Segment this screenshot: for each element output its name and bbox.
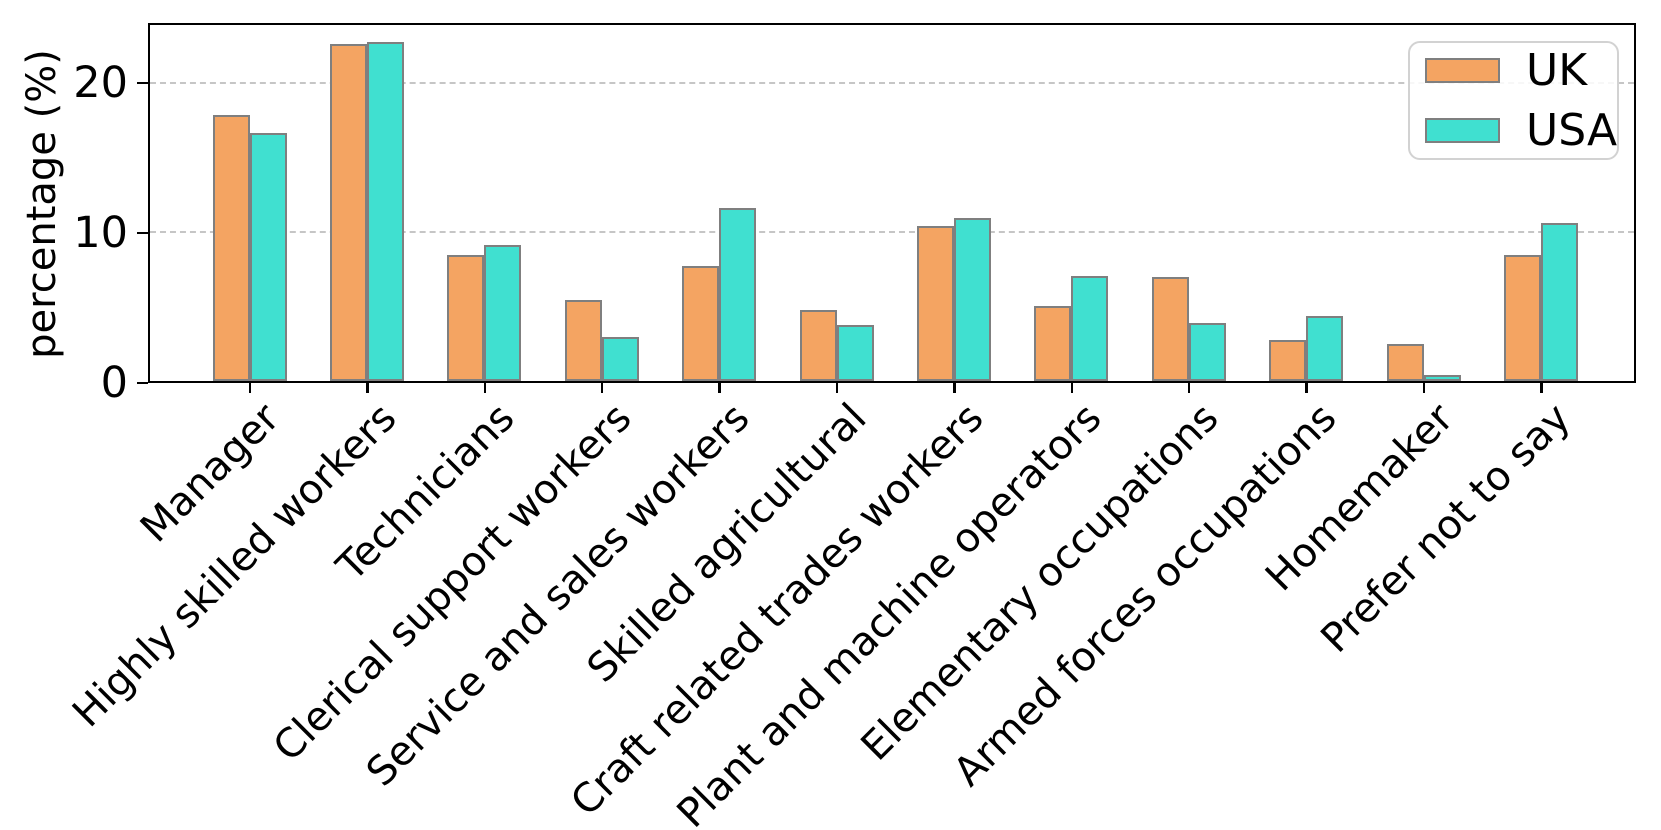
- x-tick-mark-clerical-support-workers: [600, 383, 604, 393]
- bar-uk-service-and-sales-workers: [682, 265, 720, 381]
- legend-item-usa: USA: [1425, 104, 1618, 156]
- x-tick-mark-plant-and-machine-operators: [1070, 383, 1074, 393]
- legend-swatch-usa: [1425, 118, 1500, 143]
- gridline-y-10: [150, 230, 1634, 233]
- bar-usa-technicians: [484, 244, 522, 381]
- x-tick-mark-skilled-agricultural: [835, 383, 839, 393]
- y-tick-label-20: 20: [73, 58, 128, 108]
- y-tick-mark-20: [137, 81, 148, 85]
- bar-usa-prefer-not-to-say: [1540, 222, 1578, 381]
- bar-usa-plant-and-machine-operators: [1071, 275, 1109, 381]
- bar-uk-plant-and-machine-operators: [1034, 305, 1072, 381]
- bar-usa-highly-skilled-workers: [366, 42, 404, 381]
- y-tick-label-10: 10: [73, 208, 128, 258]
- x-tick-mark-service-and-sales-workers: [718, 383, 721, 393]
- x-tick-mark-prefer-not-to-say: [1540, 383, 1543, 393]
- x-tick-mark-craft-related-trades-workers: [953, 383, 956, 393]
- legend-item-uk: UK: [1425, 44, 1617, 96]
- legend: UK USA: [1408, 41, 1619, 160]
- y-tick-mark-10: [137, 231, 148, 235]
- legend-label-uk: UK: [1526, 44, 1588, 96]
- bar-uk-manager: [212, 114, 250, 381]
- bar-uk-clerical-support-workers: [564, 299, 602, 381]
- bar-uk-elementary-occupations: [1151, 277, 1189, 381]
- bar-uk-homemaker: [1386, 344, 1424, 381]
- bar-uk-highly-skilled-workers: [329, 43, 367, 381]
- bar-uk-prefer-not-to-say: [1503, 255, 1541, 381]
- bar-usa-homemaker: [1423, 375, 1461, 381]
- bar-usa-skilled-agricultural: [836, 324, 874, 381]
- bar-usa-craft-related-trades-workers: [953, 218, 991, 381]
- bar-uk-armed-forces-occupations: [1269, 339, 1307, 381]
- bar-usa-service-and-sales-workers: [719, 207, 757, 381]
- plot-area: [148, 23, 1636, 383]
- x-tick-mark-homemaker: [1422, 383, 1426, 393]
- x-tick-mark-technicians: [483, 383, 487, 393]
- bar-uk-craft-related-trades-workers: [916, 225, 954, 381]
- x-tick-mark-armed-forces-occupations: [1305, 383, 1308, 393]
- bar-usa-clerical-support-workers: [601, 336, 639, 381]
- bar-uk-skilled-agricultural: [799, 310, 837, 381]
- y-tick-label-0: 0: [100, 358, 128, 408]
- legend-swatch-uk: [1425, 58, 1500, 83]
- legend-label-usa: USA: [1526, 104, 1618, 156]
- x-tick-mark-elementary-occupations: [1187, 383, 1191, 393]
- gridline-y-20: [150, 82, 1634, 85]
- bar-usa-manager: [249, 132, 287, 381]
- bar-uk-technicians: [447, 255, 485, 381]
- bar-usa-elementary-occupations: [1188, 323, 1226, 381]
- y-tick-mark-0: [137, 381, 148, 385]
- bar-usa-armed-forces-occupations: [1306, 315, 1344, 381]
- x-tick-mark-highly-skilled-workers: [366, 383, 369, 393]
- x-tick-mark-manager: [248, 383, 252, 393]
